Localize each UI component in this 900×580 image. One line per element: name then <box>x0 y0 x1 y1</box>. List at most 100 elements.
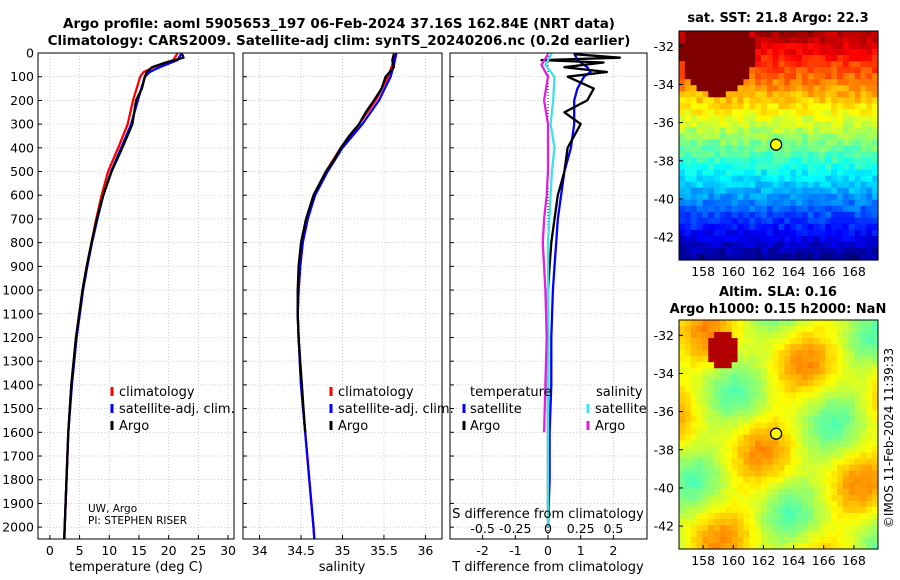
map-cell <box>749 31 756 38</box>
map-cell <box>684 476 692 484</box>
map-cell <box>848 362 856 369</box>
map-cell <box>725 193 733 201</box>
map-cell <box>801 67 809 74</box>
map-cell <box>848 404 856 411</box>
map-cell <box>801 392 809 399</box>
map-cell <box>790 85 797 92</box>
map-cell <box>790 193 797 201</box>
map-cell <box>714 139 721 147</box>
map-cell <box>714 398 721 405</box>
map-cell <box>807 205 815 213</box>
map-cell <box>772 61 780 68</box>
map-cell <box>737 338 744 345</box>
map-cell <box>702 536 709 544</box>
map-cell <box>819 344 826 351</box>
map-cell <box>813 446 821 454</box>
map-cell <box>690 320 698 327</box>
map-cell <box>760 49 768 56</box>
map-cell <box>737 482 744 490</box>
map-cell <box>719 392 727 399</box>
map-cell <box>684 55 692 62</box>
map-cell <box>796 494 803 502</box>
map-cell <box>848 205 856 213</box>
top-tick-label: 0.25 <box>567 521 595 536</box>
map-cell <box>743 163 750 171</box>
map-cell <box>719 416 727 424</box>
map-cell <box>813 458 821 466</box>
map-cell <box>778 464 785 472</box>
map-cell <box>790 115 797 122</box>
map-cell <box>719 181 727 189</box>
map-cell <box>690 326 698 333</box>
map-cell <box>766 151 774 159</box>
map-cell <box>807 518 815 526</box>
map-cell <box>872 488 879 496</box>
map-cell <box>725 518 733 526</box>
map-cell <box>708 55 715 62</box>
map-cell <box>731 247 739 255</box>
map-cell <box>837 247 844 255</box>
map-cell <box>784 416 791 424</box>
map-cell <box>696 43 704 50</box>
series-line-s-argo <box>540 53 550 433</box>
map-cell <box>708 512 715 520</box>
map-cell <box>872 422 879 430</box>
map-cell <box>778 43 785 50</box>
map-cell <box>731 530 739 538</box>
map-cell <box>743 235 750 243</box>
map-cell <box>872 404 879 411</box>
map-cell <box>801 211 809 219</box>
map-cell <box>731 187 739 195</box>
map-cell <box>743 368 750 375</box>
map-cell <box>825 452 832 460</box>
map-cell <box>819 253 826 261</box>
map-cell <box>796 416 803 424</box>
map-cell <box>842 241 850 249</box>
map-cell <box>796 470 803 478</box>
map-cell <box>819 350 826 357</box>
map-cell <box>790 530 797 538</box>
map-cell <box>854 235 862 243</box>
map-cell <box>825 470 832 478</box>
map-cell <box>831 470 838 478</box>
map-cell <box>831 85 838 92</box>
map-cell <box>860 79 867 86</box>
map-cell <box>719 43 727 50</box>
map-cell <box>819 97 826 104</box>
map-cell <box>860 332 867 339</box>
map-cell <box>737 368 744 375</box>
map-cell <box>690 61 698 68</box>
map-cell <box>760 452 768 460</box>
map-cell <box>690 43 698 50</box>
map-cell <box>854 211 862 219</box>
map-cell <box>743 97 750 104</box>
map-cell <box>772 410 780 418</box>
map-cell <box>725 217 733 225</box>
map-cell <box>784 470 791 478</box>
map-cell <box>679 410 686 418</box>
map-y-tick-label: -36 <box>654 115 674 130</box>
map-cell <box>848 31 856 38</box>
map-cell <box>807 139 815 147</box>
map-cell <box>725 73 733 80</box>
map-cell <box>702 217 709 225</box>
map-cell <box>714 452 721 460</box>
map-cell <box>702 241 709 249</box>
difference-top-xlabel: S difference from climatology <box>452 507 644 522</box>
map-cell <box>755 151 762 159</box>
map-cell <box>860 163 867 171</box>
map-cell <box>684 350 692 357</box>
map-cell <box>719 109 727 116</box>
map-cell <box>778 169 785 177</box>
map-cell <box>825 181 832 189</box>
map-cell <box>866 374 873 381</box>
map-cell <box>872 440 879 448</box>
x-tick-label: 20 <box>161 543 177 558</box>
map-cell <box>819 205 826 213</box>
map-cell <box>725 368 733 375</box>
map-cell <box>702 151 709 159</box>
map-cell <box>690 362 698 369</box>
map-cell <box>790 199 797 207</box>
map-cell <box>714 193 721 201</box>
map-cell <box>778 338 785 345</box>
